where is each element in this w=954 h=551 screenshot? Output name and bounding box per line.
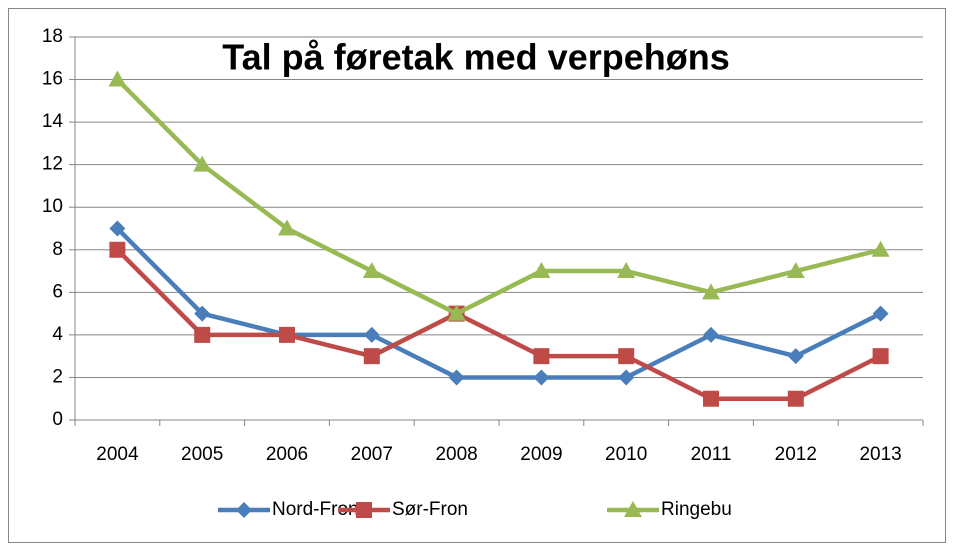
marker xyxy=(872,348,889,365)
series-line xyxy=(115,226,882,380)
marker xyxy=(448,369,465,386)
y-tick-label: 16 xyxy=(42,69,63,90)
y-tick-label: 8 xyxy=(52,239,63,260)
marker xyxy=(109,220,126,237)
marker xyxy=(617,262,636,279)
marker xyxy=(871,240,890,257)
marker xyxy=(279,326,295,343)
y-tick-label: 12 xyxy=(42,154,63,175)
marker xyxy=(533,348,550,365)
marker xyxy=(618,348,635,365)
legend-label: Nord-Fron xyxy=(272,499,359,520)
series-line xyxy=(115,248,882,401)
x-tick-label: 2005 xyxy=(181,444,223,465)
marker xyxy=(447,304,466,321)
x-tick-label: 2008 xyxy=(435,444,477,465)
marker xyxy=(362,262,381,279)
legend-marker xyxy=(356,502,372,518)
marker xyxy=(363,326,380,343)
marker xyxy=(533,369,550,386)
legend-marker xyxy=(236,502,252,518)
marker xyxy=(702,283,720,300)
y-tick-label: 0 xyxy=(52,409,63,430)
marker xyxy=(278,219,296,236)
marker xyxy=(703,390,719,407)
marker xyxy=(109,241,126,258)
marker xyxy=(363,348,380,365)
x-tick-label: 2012 xyxy=(775,444,817,465)
y-tick-label: 14 xyxy=(42,111,64,132)
x-tick-label: 2006 xyxy=(266,444,308,465)
series-line xyxy=(115,77,882,316)
chart-title: Tal på føretak med verpehøns xyxy=(222,37,729,78)
marker xyxy=(787,348,804,365)
x-tick-label: 2010 xyxy=(605,444,647,465)
legend-label: Sør-Fron xyxy=(392,499,468,520)
x-tick-label: 2004 xyxy=(96,444,139,465)
x-tick-label: 2009 xyxy=(520,444,562,465)
y-tick-label: 10 xyxy=(42,196,63,217)
legend-label: Ringebu xyxy=(661,499,732,520)
marker xyxy=(618,369,635,386)
legend-marker xyxy=(624,501,642,517)
marker xyxy=(108,70,127,87)
marker xyxy=(194,305,211,322)
y-tick-label: 18 xyxy=(42,26,63,47)
marker xyxy=(872,305,889,322)
x-tick-label: 2007 xyxy=(351,444,393,465)
marker xyxy=(194,326,211,343)
y-tick-label: 4 xyxy=(52,324,63,345)
y-tick-label: 6 xyxy=(52,281,63,302)
marker xyxy=(193,155,212,172)
marker xyxy=(787,390,804,407)
marker xyxy=(703,326,719,343)
x-tick-label: 2013 xyxy=(859,444,901,465)
marker xyxy=(532,262,551,279)
x-tick-label: 2011 xyxy=(691,444,732,465)
marker xyxy=(786,262,805,279)
y-tick-label: 2 xyxy=(52,366,63,387)
